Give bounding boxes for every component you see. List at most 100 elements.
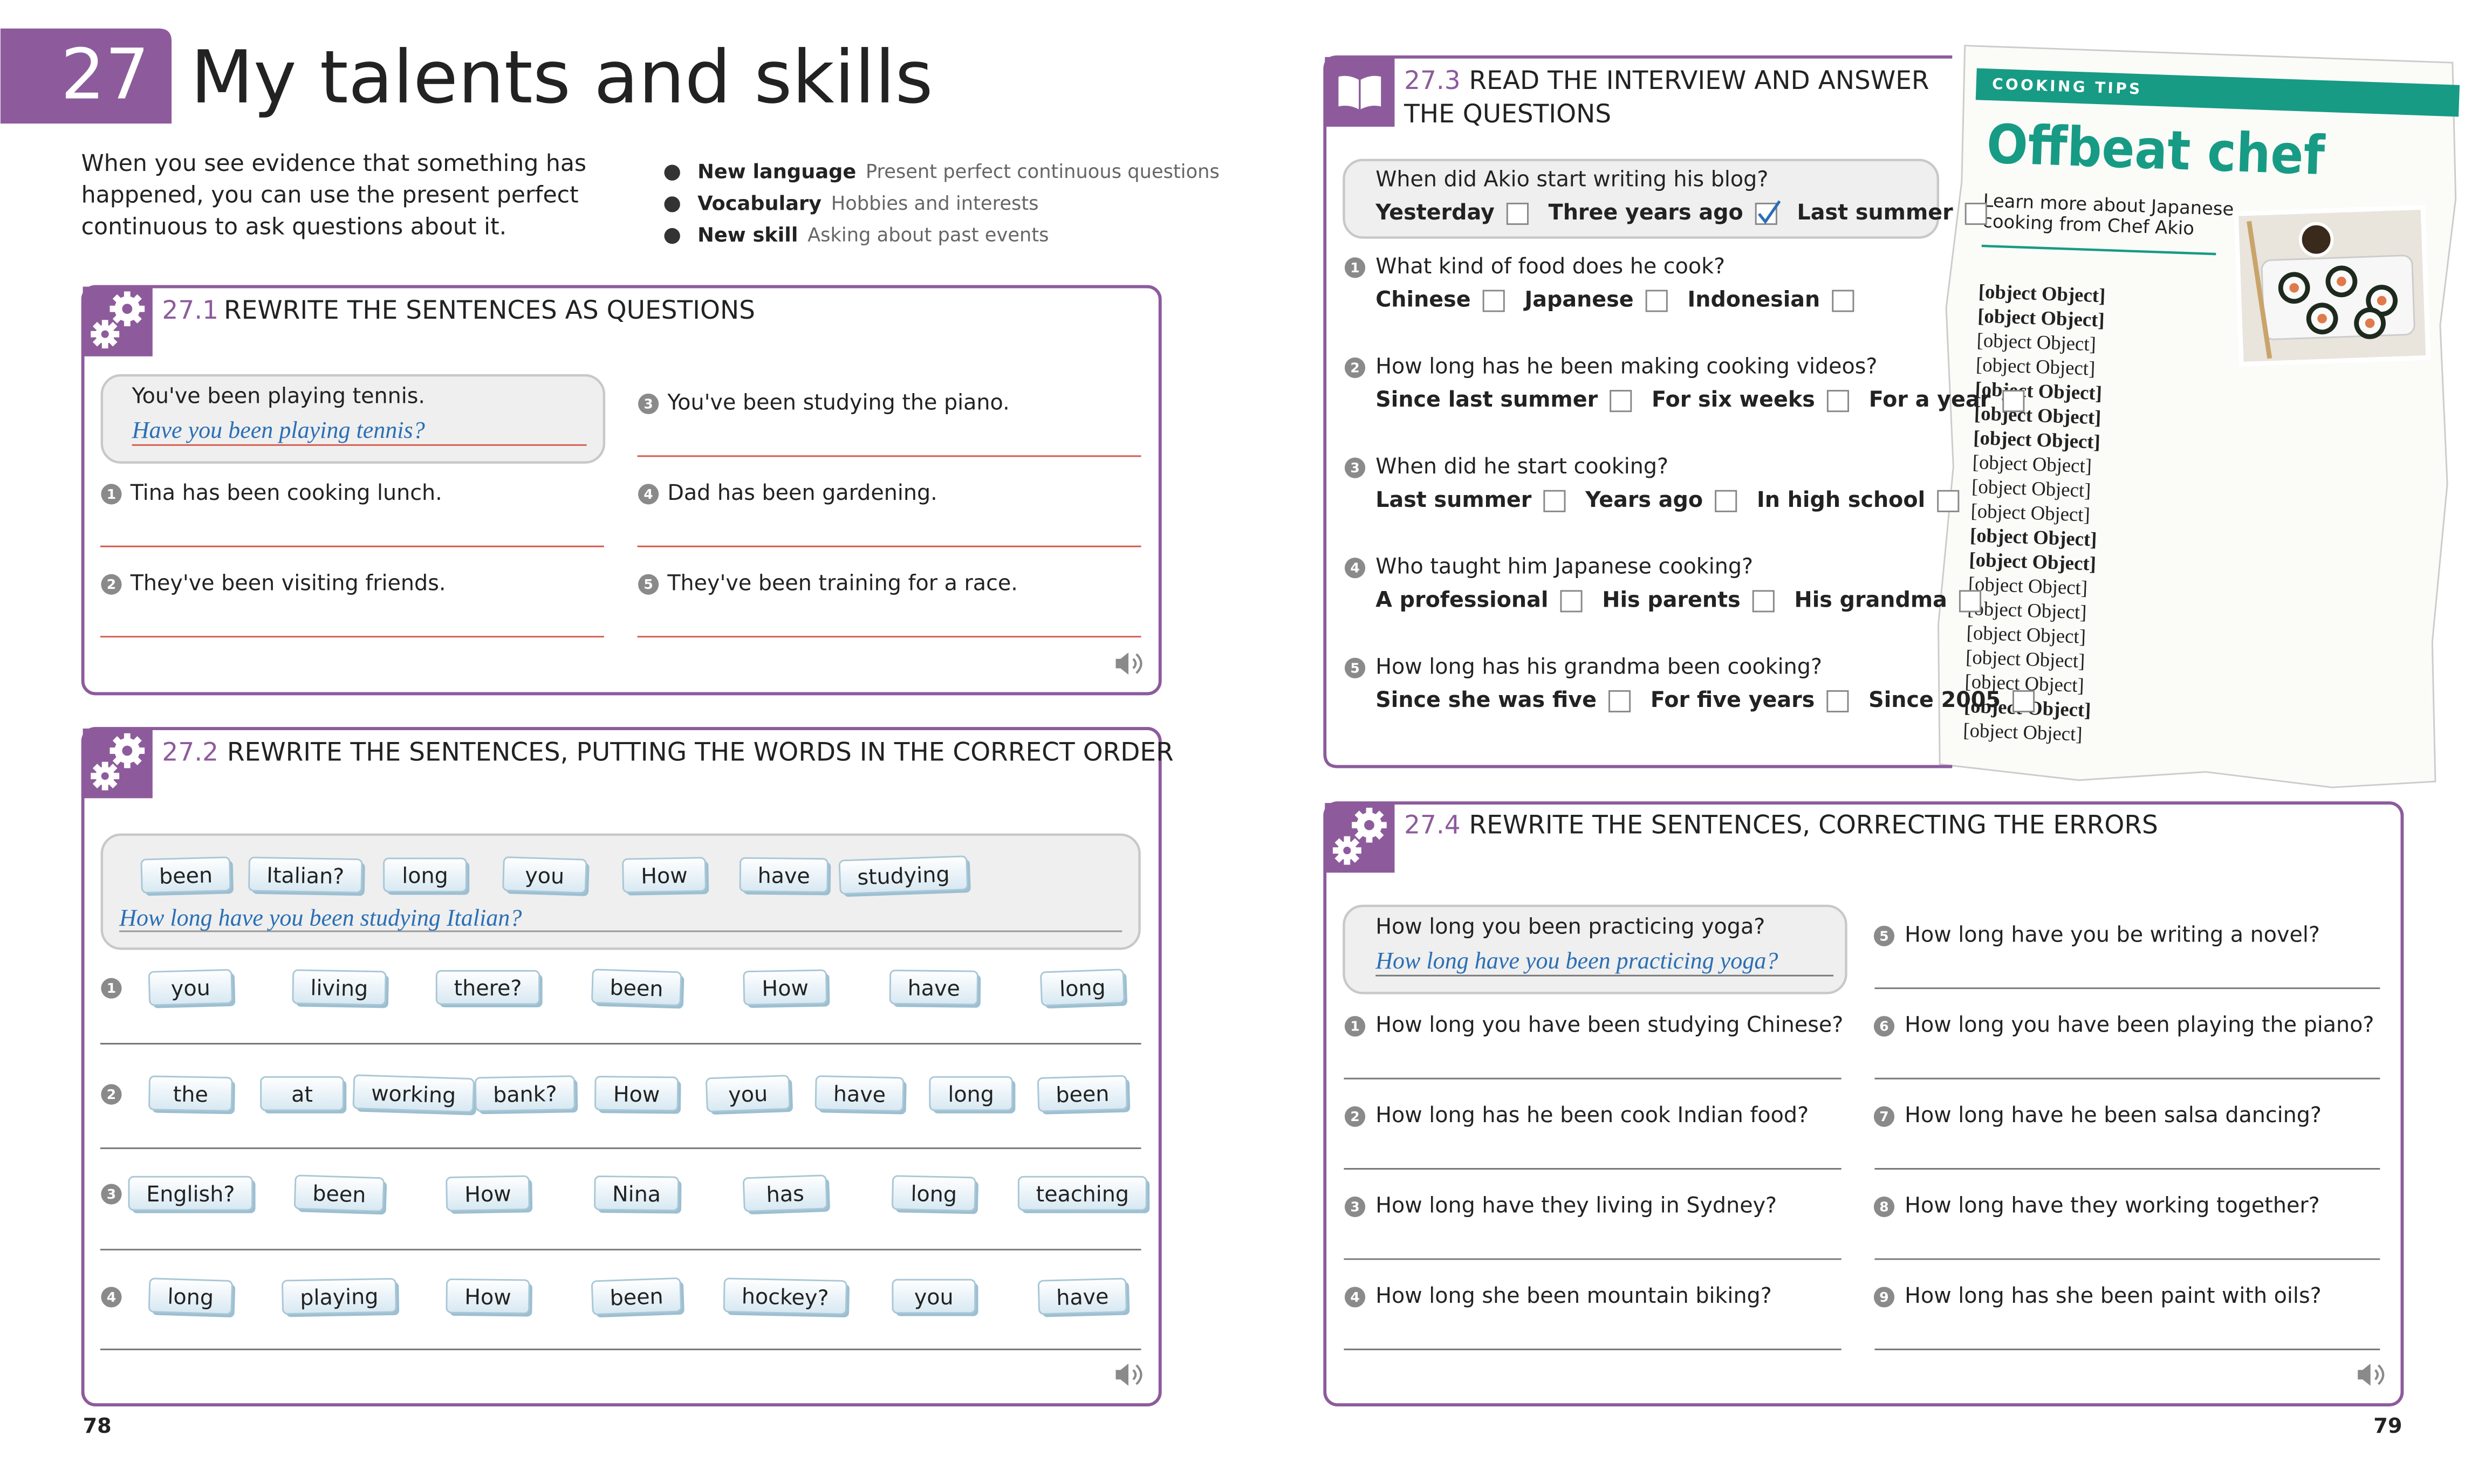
word-tile: at xyxy=(260,1076,347,1114)
audio-icon xyxy=(2358,1363,2385,1386)
item-number: 4 xyxy=(644,486,653,502)
page-number: 79 xyxy=(2373,1414,2402,1438)
intro-text: When you see evidence that something has xyxy=(81,150,586,177)
word: the xyxy=(173,1082,208,1107)
item-text: How long she been mountain biking? xyxy=(1375,1283,1772,1308)
tile xyxy=(148,1075,233,1112)
word: How xyxy=(613,1082,660,1107)
number-badge xyxy=(101,1184,122,1205)
article-line: [object Object] xyxy=(1975,377,2103,404)
gear-hole xyxy=(1364,820,1374,830)
gear-hole xyxy=(122,745,133,756)
number-badge xyxy=(1873,925,1895,946)
word-tile: been xyxy=(591,1277,684,1318)
word-tile: long xyxy=(892,1175,978,1214)
word-tile: How xyxy=(622,857,709,896)
tile xyxy=(140,856,231,894)
word: long xyxy=(402,864,448,889)
item-number: 9 xyxy=(1879,1289,1888,1305)
article-line: [object Object] xyxy=(1970,499,2090,526)
word: Nina xyxy=(612,1181,661,1207)
info-label: Vocabulary xyxy=(697,191,822,215)
item-text: How long have you be writing a novel? xyxy=(1905,922,2320,947)
option-text: Since 2005 xyxy=(1868,688,2001,712)
word-tile: English? xyxy=(128,1176,256,1213)
exercise-icon xyxy=(83,286,153,356)
word-tile: playing xyxy=(282,1277,400,1317)
number-badge xyxy=(101,484,122,505)
question: How long has he been making cooking vide… xyxy=(1375,354,1877,379)
example-answer: How long have you been studying Italian? xyxy=(119,905,522,931)
word: living xyxy=(310,975,368,1001)
word: How xyxy=(464,1181,511,1207)
word-tile: the xyxy=(148,1075,235,1115)
word-tile: Nina xyxy=(594,1176,682,1214)
tile xyxy=(260,1076,344,1111)
item-number: 4 xyxy=(1350,1289,1359,1305)
exercise-title: REWRITE THE SENTENCES, CORRECTING THE ER… xyxy=(1469,810,2158,840)
gear-hole xyxy=(122,304,133,314)
gear-tooth xyxy=(101,761,108,770)
exercise-number: 27.2 xyxy=(162,738,218,767)
word-tile: have xyxy=(739,857,831,896)
word: been xyxy=(159,863,213,889)
check-mark xyxy=(1757,200,1781,224)
filling xyxy=(2317,313,2327,324)
word: How xyxy=(464,1284,511,1310)
gear-tooth xyxy=(1366,834,1373,843)
tile xyxy=(743,1174,828,1212)
item-number: 2 xyxy=(107,1087,116,1102)
checkbox xyxy=(1832,290,1854,312)
option-text: For five years xyxy=(1651,688,1815,712)
tile xyxy=(502,856,587,894)
audio-icon xyxy=(1115,1363,1142,1386)
article-line: [object Object] xyxy=(1969,548,2097,575)
exercise-number: 27.4 xyxy=(1404,810,1461,840)
item-number: 4 xyxy=(1350,560,1359,576)
item-text: You've been studying the piano. xyxy=(667,390,1009,415)
word: have xyxy=(907,976,960,1001)
exercise-title: READ THE INTERVIEW AND ANSWER xyxy=(1469,66,1929,95)
article-line: [object Object] xyxy=(1971,475,2091,501)
item-number: 3 xyxy=(1350,460,1359,476)
tile xyxy=(435,970,540,1005)
tile xyxy=(128,1176,254,1211)
tile xyxy=(892,1279,976,1314)
item-number: 1 xyxy=(107,486,116,502)
question: How long has his grandma been cooking? xyxy=(1375,654,1822,679)
option-text: Chinese xyxy=(1375,287,1470,312)
number-badge xyxy=(1873,1106,1895,1127)
option-text: A professional xyxy=(1375,587,1548,612)
word: long xyxy=(1059,975,1106,1002)
checkbox xyxy=(1543,490,1566,512)
word: been xyxy=(1056,1082,1110,1108)
sushi-photo xyxy=(2233,204,2431,367)
info-text: Hobbies and interests xyxy=(831,193,1039,215)
gear-hole xyxy=(101,772,109,780)
word: been xyxy=(610,1284,664,1310)
word: long xyxy=(948,1082,994,1107)
info-label: New skill xyxy=(697,223,798,246)
checkbox xyxy=(1610,390,1632,413)
tile xyxy=(282,1277,397,1315)
word-tile: long xyxy=(148,1277,236,1317)
item-text: How long have they working together? xyxy=(1905,1193,2319,1218)
number-badge xyxy=(638,393,659,415)
example-bubble xyxy=(1343,159,1940,239)
article-line: [object Object] xyxy=(1978,280,2106,306)
exercise-number: 27.3 xyxy=(1404,66,1461,95)
number-badge xyxy=(1344,257,1366,278)
article-line: [object Object] xyxy=(1974,402,2101,428)
gear-hole xyxy=(1343,847,1351,855)
number-badge xyxy=(1344,1196,1366,1218)
exercise-icon xyxy=(1325,57,1395,127)
example-bubble xyxy=(100,374,606,464)
filling xyxy=(2337,277,2346,286)
word-tile: long xyxy=(929,1076,1016,1114)
tile xyxy=(622,857,707,894)
gear-tooth xyxy=(1344,836,1351,844)
word-tile: you xyxy=(706,1075,793,1115)
word: you xyxy=(728,1082,768,1108)
exercise-icon xyxy=(1325,803,1395,873)
word-tile: you xyxy=(892,1279,978,1316)
